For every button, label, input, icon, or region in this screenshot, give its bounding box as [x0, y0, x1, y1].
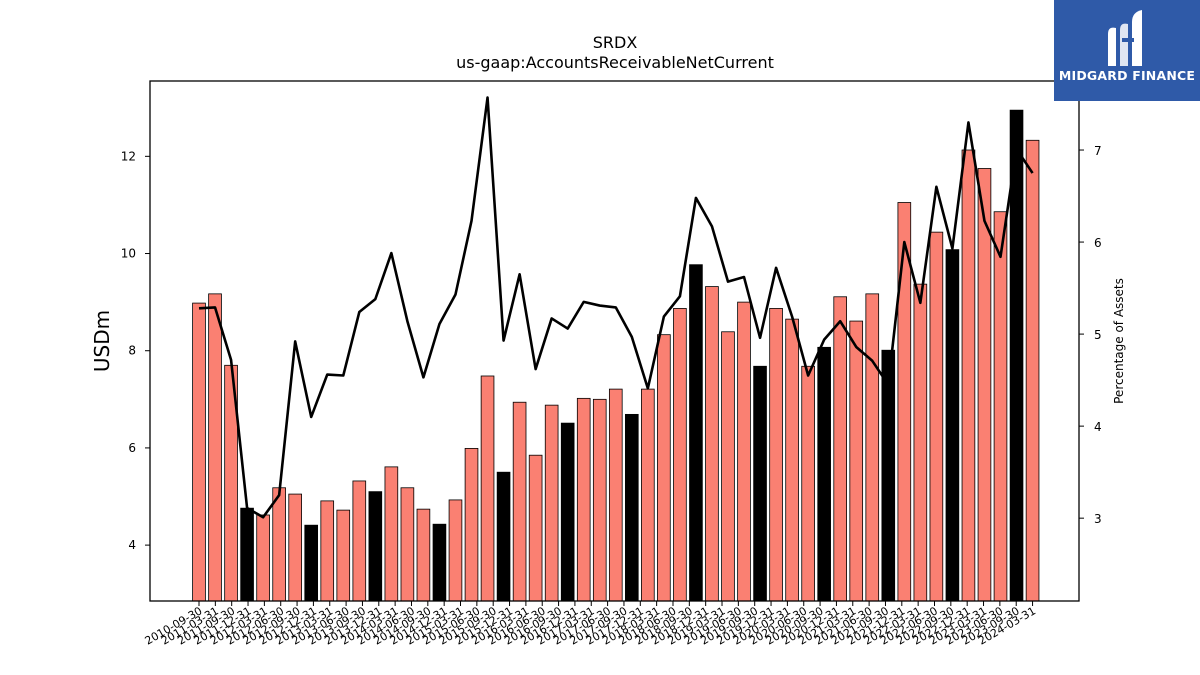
bars-group	[192, 109, 1040, 602]
bar	[993, 211, 1008, 602]
y2-tick-label: 4	[1094, 420, 1102, 434]
y2-tick-label: 6	[1094, 236, 1102, 250]
bar	[929, 231, 944, 602]
y2-axis-ticks: 3 4 5 6 7	[1079, 144, 1102, 526]
bar	[352, 480, 367, 602]
bar	[400, 487, 415, 602]
bar	[384, 466, 399, 602]
x-axis-ticks: 2010-09-302011-03-312011-09-302011-12-31…	[143, 601, 1038, 648]
y-axis-label: USDm	[90, 310, 114, 372]
bar	[496, 471, 511, 602]
bar	[256, 514, 270, 602]
logo-text: MIDGARD FINANCE	[1058, 68, 1196, 83]
bar	[368, 491, 383, 602]
bar	[865, 293, 880, 602]
y2-tick-label: 7	[1094, 144, 1102, 158]
bar	[769, 308, 783, 602]
brand-logo: MIDGARD FINANCE	[1054, 0, 1200, 101]
bar	[625, 413, 639, 602]
bar	[641, 388, 655, 602]
bar	[737, 301, 751, 602]
bar	[817, 346, 831, 602]
y-tick-label: 6	[128, 441, 136, 455]
bar	[705, 286, 719, 602]
bar	[657, 334, 671, 602]
bar	[288, 493, 302, 602]
plot-frame	[149, 80, 1080, 602]
logo-mark-icon	[1108, 10, 1142, 67]
bar	[673, 308, 687, 602]
bar	[192, 302, 206, 602]
y-tick-label: 10	[121, 247, 136, 261]
bar	[464, 447, 479, 602]
bar	[208, 293, 222, 602]
bar	[304, 524, 319, 602]
bar	[801, 365, 815, 602]
bar	[785, 318, 799, 602]
bar	[320, 500, 335, 602]
bar	[272, 487, 286, 602]
line-group	[198, 96, 1034, 519]
bar	[1025, 139, 1040, 602]
chart-subtitle: us-gaap:AccountsReceivableNetCurrent	[456, 53, 774, 72]
bar	[480, 375, 495, 602]
bar	[560, 422, 575, 602]
percentage-line	[198, 96, 1034, 519]
bar	[913, 283, 928, 602]
y-tick-label: 12	[121, 149, 136, 163]
bar	[576, 397, 591, 602]
bar	[240, 507, 254, 602]
bar	[592, 398, 607, 602]
bar	[833, 296, 847, 602]
bar	[849, 320, 864, 602]
bar	[416, 508, 431, 602]
bar	[961, 149, 976, 602]
bar	[753, 365, 767, 602]
bar	[432, 523, 447, 602]
y2-tick-label: 5	[1094, 328, 1102, 342]
bar	[512, 401, 527, 602]
bar	[945, 249, 960, 602]
y2-tick-label: 3	[1094, 512, 1102, 526]
y-tick-label: 4	[128, 538, 136, 552]
bar	[881, 349, 896, 602]
bar	[608, 388, 623, 602]
bar	[528, 454, 543, 602]
chart-title: SRDX	[593, 33, 638, 52]
bar	[689, 264, 703, 602]
bar	[448, 499, 463, 602]
bar	[721, 331, 735, 602]
y2-axis-label: Percentage of Assets	[1112, 278, 1126, 404]
y-axis-ticks: 4 6 8 10 12	[121, 149, 150, 552]
y-tick-label: 8	[128, 344, 136, 358]
bar	[336, 509, 351, 602]
bar	[544, 404, 559, 602]
